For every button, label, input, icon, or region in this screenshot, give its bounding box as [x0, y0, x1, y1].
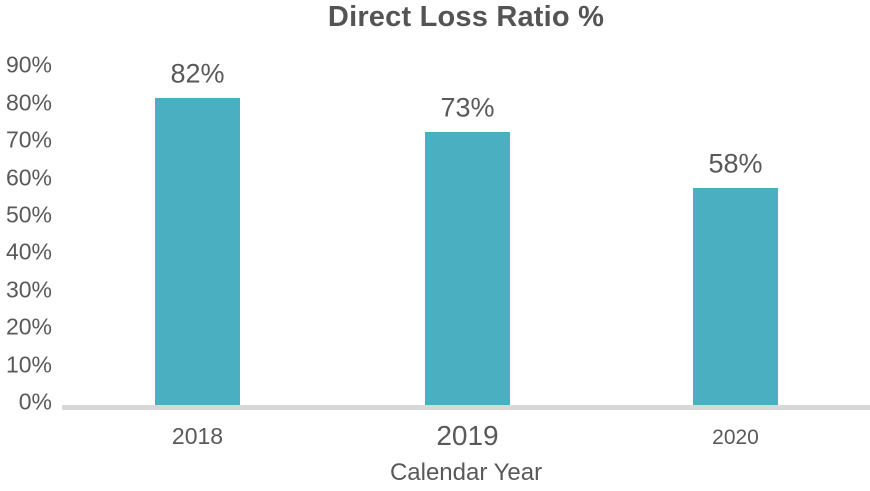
bar-value-label: 73% — [440, 92, 495, 123]
bar-2019 — [425, 131, 510, 405]
y-tick-label: 30% — [5, 276, 52, 303]
y-tick-label: 60% — [5, 164, 52, 191]
x-axis-line — [62, 405, 870, 410]
y-tick-label: 0% — [18, 388, 52, 415]
bar-value-label: 82% — [170, 58, 225, 89]
y-tick-label: 50% — [5, 201, 52, 228]
chart-title: Direct Loss Ratio % — [327, 1, 605, 33]
bar-value-label: 58% — [708, 148, 763, 179]
y-tick-label: 20% — [5, 313, 52, 340]
y-tick-label: 70% — [5, 126, 52, 153]
y-tick-label: 10% — [5, 351, 52, 378]
y-tick-label: 90% — [5, 51, 52, 78]
x-tick-label: 2018 — [171, 423, 224, 449]
bar-2018 — [155, 98, 240, 405]
y-tick-label: 80% — [5, 89, 52, 116]
y-tick-label: 40% — [5, 238, 52, 265]
x-tick-label: 2020 — [712, 426, 759, 449]
x-axis-title: Calendar Year — [389, 459, 543, 486]
x-tick-label: 2019 — [436, 420, 499, 451]
bar-2020 — [693, 188, 778, 405]
